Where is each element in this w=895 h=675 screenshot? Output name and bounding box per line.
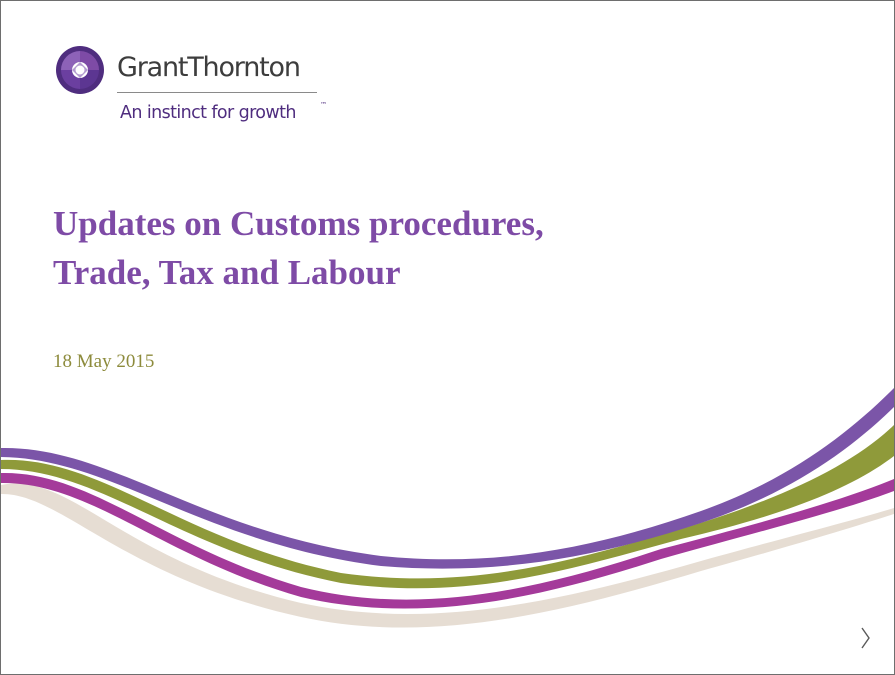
logo-trademark: ™ <box>320 101 327 109</box>
band-purple <box>1 388 894 569</box>
next-slide-chevron-right-icon[interactable] <box>853 623 879 653</box>
slide-title: Updates on Customs procedures, Trade, Ta… <box>53 199 544 297</box>
slide-title-line-2: Trade, Tax and Labour <box>53 253 401 292</box>
logo-wordmark: GrantThornton <box>117 52 301 83</box>
slide-date: 18 May 2015 <box>53 351 155 372</box>
logo-mark-icon <box>56 46 104 94</box>
logo-tagline: An instinct for growth <box>120 103 296 123</box>
band-olive <box>1 425 894 589</box>
grant-thornton-logo: GrantThornton An instinct for growth ™ <box>55 43 345 133</box>
slide-title-line-1: Updates on Customs procedures, <box>53 204 544 243</box>
logo-divider <box>117 92 317 93</box>
band-beige <box>1 483 894 628</box>
band-magenta <box>1 472 894 609</box>
